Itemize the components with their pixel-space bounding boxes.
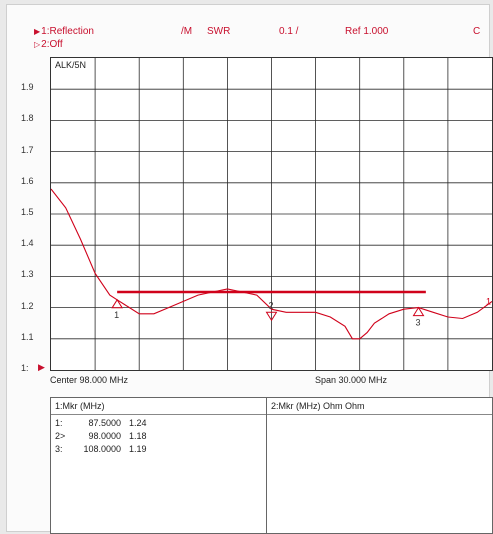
marker-1-icon — [111, 298, 124, 309]
marker-val: 1.24 — [129, 418, 147, 428]
marker-val: 1.18 — [129, 431, 147, 441]
marker-table-left-title: 1:Mkr (MHz) — [51, 398, 266, 415]
format-label: /M — [181, 26, 193, 37]
channel-label: C — [473, 26, 481, 37]
marker-freq: 108.0000 — [83, 444, 121, 454]
span-frequency: Span 30.000 MHz — [315, 375, 388, 385]
marker-3-icon — [412, 306, 425, 317]
marker-id: 2> — [55, 431, 66, 441]
trace2-label[interactable]: ▷2:Off — [34, 39, 63, 50]
ref-label: Ref 1.000 — [345, 26, 389, 37]
marker-row[interactable]: 2> 98.0000 1.18 — [51, 430, 266, 443]
plot-area: 1 2 3 1 ALK/5N — [50, 57, 493, 371]
analyzer-display: ▶1:Reflection /M SWR 0.1 / Ref 1.000 C ▷… — [6, 4, 493, 534]
marker-row[interactable]: 3: 108.0000 1.19 — [51, 443, 266, 456]
trace-end-label: 1 — [486, 296, 491, 306]
y-tick-label: 1.1 — [21, 331, 34, 342]
scale-label: 0.1 / — [279, 26, 299, 37]
y-tick-label: 1.5 — [21, 207, 34, 217]
marker-table-right-title: 2:Mkr (MHz) Ohm Ohm — [267, 398, 492, 415]
y-tick-label: 1.7 — [21, 144, 34, 155]
marker-1-label: 1 — [114, 310, 119, 320]
y-tick-label: 1.2 — [21, 300, 34, 311]
marker-table-right: 2:Mkr (MHz) Ohm Ohm — [267, 398, 492, 533]
y-tick-label: 1: — [21, 363, 29, 373]
marker-row[interactable]: 1: 87.5000 1.24 — [51, 417, 266, 430]
marker-3-label: 3 — [416, 318, 421, 328]
swr-trace-line — [50, 188, 493, 340]
y-tick-label: 1.6 — [21, 175, 34, 186]
active-trace-icon: ▶ — [34, 27, 41, 36]
marker-2-label: 2 — [269, 300, 274, 310]
trace1-label[interactable]: ▶1:Reflection — [34, 26, 94, 37]
reference-level-icon: ▶ — [38, 362, 45, 372]
marker-tables: 1:Mkr (MHz) 1: 87.5000 1.24 2> 98.0000 1.18 3:… — [50, 397, 493, 534]
swr-chart: 1 2 3 1 — [50, 58, 493, 370]
marker-table-left: 1:Mkr (MHz) 1: 87.5000 1.24 2> 98.0000 1.18 3:… — [51, 398, 267, 533]
marker-freq: 87.5000 — [88, 418, 121, 428]
marker-id: 3: — [55, 444, 63, 454]
marker-val: 1.19 — [129, 444, 147, 454]
y-tick-label: 1.8 — [21, 113, 34, 124]
inactive-trace-icon: ▷ — [34, 40, 41, 49]
center-frequency: Center 98.000 MHz — [50, 375, 129, 385]
marker-rows: 1: 87.5000 1.24 2> 98.0000 1.18 3: 108.0000 1.19 — [51, 415, 266, 456]
alk-label: ALK/5N — [54, 60, 88, 70]
y-tick-label: 1.9 — [21, 82, 34, 93]
marker-freq: 98.0000 — [88, 431, 121, 441]
marker-2-icon — [265, 311, 278, 322]
marker-id: 1: — [55, 418, 63, 428]
y-tick-label: 1.4 — [21, 238, 34, 249]
y-tick-label: 1.3 — [21, 269, 34, 280]
type-label: SWR — [207, 26, 231, 37]
